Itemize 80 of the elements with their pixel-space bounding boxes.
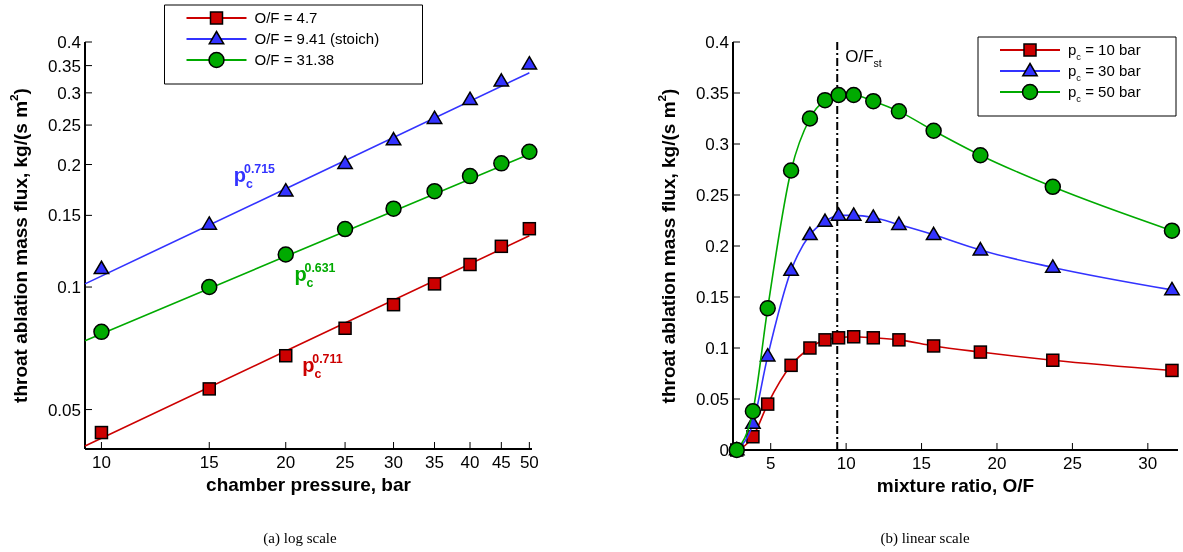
x-tick-label: 35 xyxy=(425,453,444,472)
x-tick-label: 20 xyxy=(987,454,1007,473)
point xyxy=(1165,363,1179,378)
point xyxy=(1044,178,1062,196)
point xyxy=(784,358,798,373)
point xyxy=(890,103,908,120)
point xyxy=(803,341,817,355)
point xyxy=(925,226,942,241)
x-tick-label: 45 xyxy=(491,453,511,472)
y-tick-label: 0.25 xyxy=(47,116,81,136)
legend-label: p$_{c}$ = 10 bar xyxy=(1068,41,1141,62)
y-tick-label: 0.4 xyxy=(705,33,729,52)
y-tick-label: 0.25 xyxy=(695,186,729,205)
y-tick-label: 0.15 xyxy=(47,206,81,226)
point xyxy=(801,110,819,127)
x-axis-title: chamber pressure, bar xyxy=(206,474,412,495)
point xyxy=(972,241,989,256)
text: (b) linear scale xyxy=(880,530,970,547)
point xyxy=(972,146,989,164)
y-tick-label: 0.3 xyxy=(705,135,729,154)
legend-label: O/F = 9.41 (stoich) xyxy=(254,30,380,47)
point xyxy=(865,92,882,110)
ref-line-label: O/F$_{st}$ xyxy=(845,47,882,70)
x-tick-label: 10 xyxy=(91,453,111,472)
y-tick-label: 0.15 xyxy=(695,288,729,307)
x-tick-label: 15 xyxy=(912,454,932,473)
y-tick-label: 0.2 xyxy=(705,237,729,256)
point xyxy=(926,339,941,353)
x-tick-label: 25 xyxy=(1062,454,1082,473)
point xyxy=(830,207,847,221)
point xyxy=(1164,281,1180,296)
legend-label: p$_{c}$ = 30 bar xyxy=(1068,62,1141,83)
point xyxy=(816,91,834,109)
point xyxy=(892,333,906,347)
y-tick-label: 0.05 xyxy=(47,400,81,420)
y-tick-label: 0.05 xyxy=(695,390,729,409)
text: (a) log scale xyxy=(263,530,337,547)
x-tick-label: 30 xyxy=(384,453,403,472)
legend-label: O/F = 4.7 xyxy=(254,9,318,26)
point xyxy=(845,86,862,104)
x-tick-label: 30 xyxy=(1138,454,1158,473)
x-tick-label: 10 xyxy=(836,454,856,473)
point xyxy=(1046,353,1060,367)
y-tick-label: 0.35 xyxy=(47,56,81,76)
point xyxy=(925,122,942,139)
legend-label: p$_{c}$ = 50 bar xyxy=(1068,83,1141,104)
y-tick-label: 0.35 xyxy=(695,84,729,103)
point xyxy=(744,402,762,420)
point xyxy=(801,226,818,241)
point xyxy=(1044,259,1061,273)
point xyxy=(759,347,776,362)
point xyxy=(759,299,776,317)
point xyxy=(831,331,846,345)
x-tick-label: 5 xyxy=(765,454,776,473)
x-axis-title: mixture ratio, O/F xyxy=(876,475,1035,496)
x-tick-label: 20 xyxy=(276,453,296,472)
point xyxy=(783,262,800,277)
x-tick-label: 25 xyxy=(335,453,355,472)
point xyxy=(890,216,907,231)
point xyxy=(830,86,847,104)
point xyxy=(817,213,833,228)
point xyxy=(782,162,800,179)
point xyxy=(818,333,832,347)
legend-label: O/F = 31.38 xyxy=(254,51,335,68)
point xyxy=(866,331,881,345)
x-tick-label: 50 xyxy=(519,453,539,472)
y-tick-label: 0.4 xyxy=(57,33,81,52)
point xyxy=(845,207,862,221)
y-tick-label: 0 xyxy=(719,441,729,460)
x-tick-label: 40 xyxy=(460,453,480,472)
y-tick-label: 0.3 xyxy=(57,83,81,103)
point xyxy=(846,330,861,344)
point xyxy=(973,345,988,359)
y-tick-label: 0.1 xyxy=(705,339,729,358)
point xyxy=(1163,222,1181,239)
y-tick-label: 0.2 xyxy=(57,155,81,175)
x-tick-label: 15 xyxy=(199,453,219,472)
y-tick-label: 0.1 xyxy=(57,278,81,298)
point xyxy=(760,397,775,411)
point xyxy=(865,209,882,223)
